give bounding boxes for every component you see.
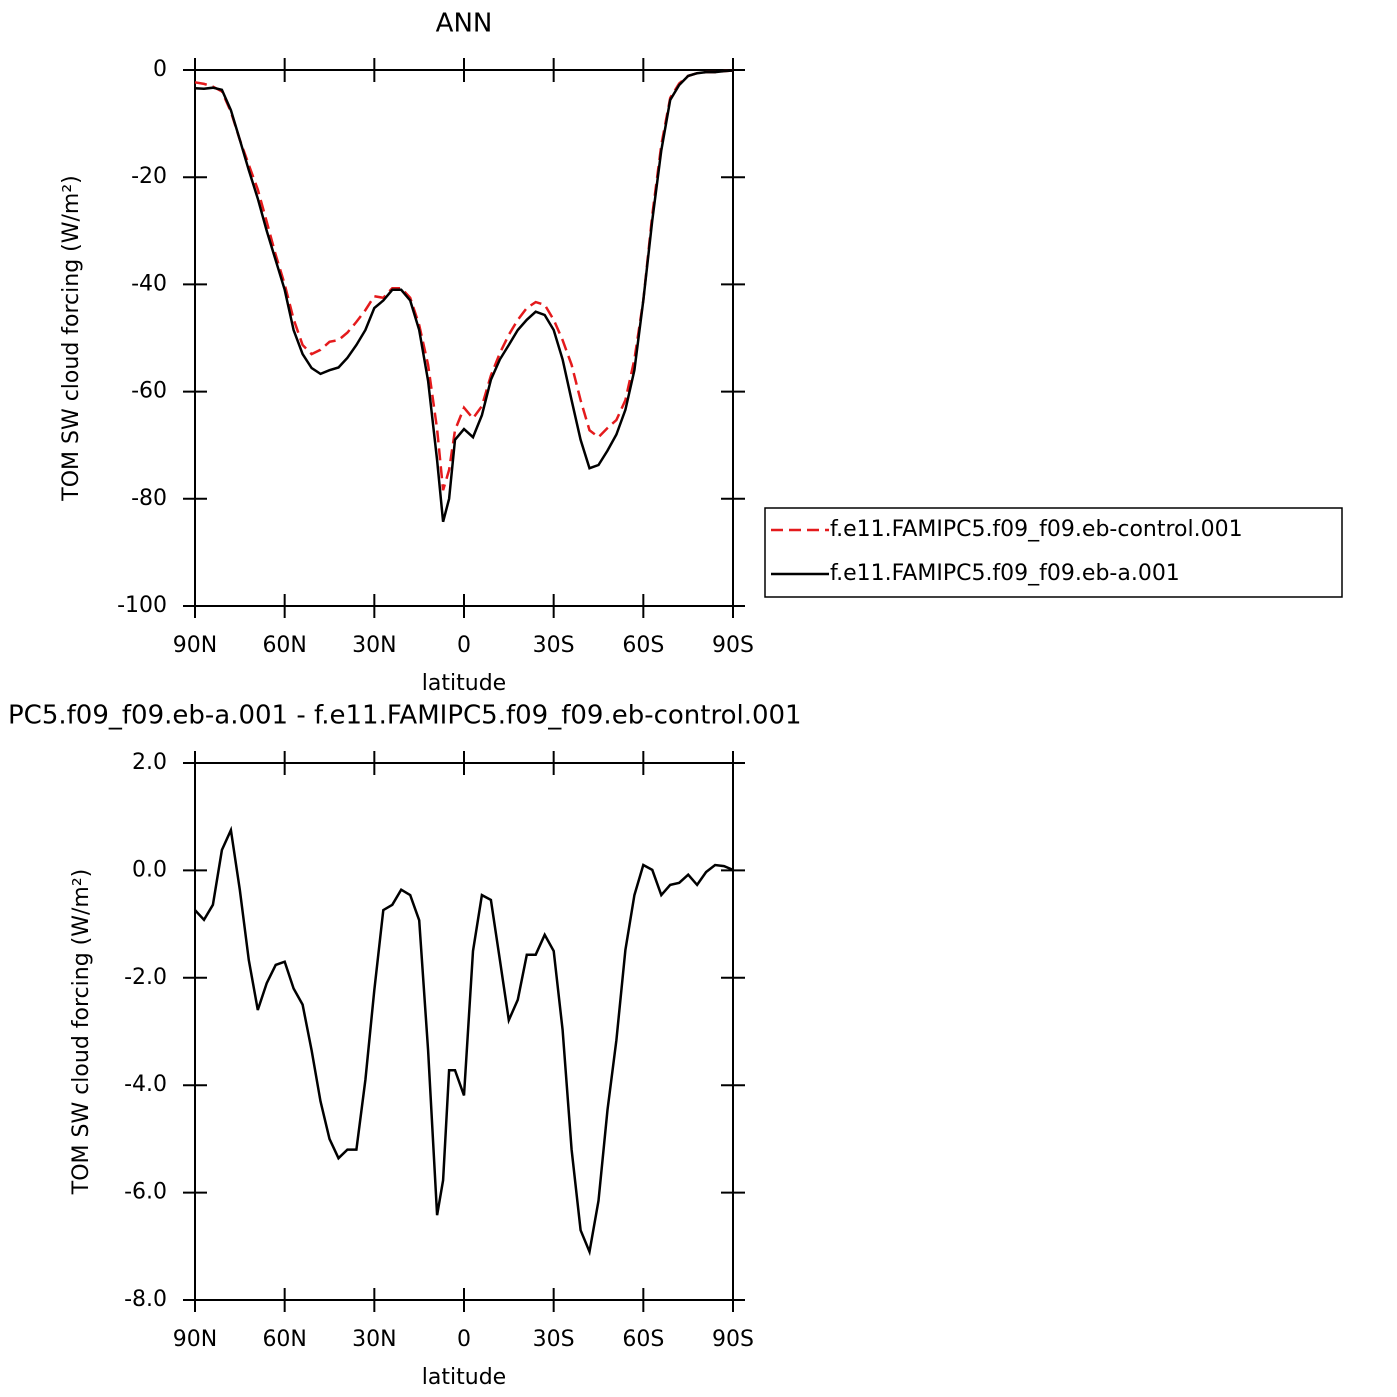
y-axis-label: TOM SW cloud forcing (W/m²) (59, 175, 84, 501)
x-tick-label: 90S (712, 1327, 754, 1352)
data-line (194, 69, 734, 523)
x-tick-label: 30S (533, 633, 575, 658)
y-tick-label: 0 (153, 57, 167, 82)
legend-box (764, 507, 1343, 598)
y-tick-label: -20 (131, 164, 167, 189)
x-tick-label: 90N (173, 1327, 217, 1352)
x-tick-label: 60S (622, 633, 664, 658)
y-tick-label: -8.0 (124, 1287, 167, 1312)
legend-label: f.e11.FAMIPC5.f09_f09.eb-a.001 (830, 561, 1180, 586)
chart-title: PC5.f09_f09.eb-a.001 - f.e11.FAMIPC5.f09… (8, 701, 802, 731)
y-tick-label: -2.0 (124, 965, 167, 990)
legend-label: f.e11.FAMIPC5.f09_f09.eb-control.001 (830, 517, 1243, 542)
x-axis-label: latitude (422, 1365, 506, 1390)
x-tick-label: 0 (457, 633, 471, 658)
x-tick-label: 30N (352, 1327, 396, 1352)
x-tick-label: 90N (173, 633, 217, 658)
x-axis-label: latitude (422, 671, 506, 696)
y-tick-label: -4.0 (124, 1072, 167, 1097)
x-tick-label: 60N (262, 633, 306, 658)
plot-frame (194, 762, 734, 1301)
y-axis-label: TOM SW cloud forcing (W/m²) (69, 869, 94, 1195)
y-tick-label: -80 (131, 486, 167, 511)
y-tick-label: 2.0 (132, 750, 167, 775)
data-line (194, 825, 734, 1257)
x-tick-label: 30N (352, 633, 396, 658)
y-tick-label: -60 (131, 379, 167, 404)
y-tick-label: -100 (117, 593, 167, 618)
x-tick-label: 0 (457, 1327, 471, 1352)
chart-title: ANN (436, 9, 493, 39)
y-tick-label: -6.0 (124, 1180, 167, 1205)
plot-frame (194, 69, 734, 607)
y-tick-label: 0.0 (132, 857, 167, 882)
x-tick-label: 90S (712, 633, 754, 658)
y-tick-label: -40 (131, 271, 167, 296)
x-tick-label: 30S (533, 1327, 575, 1352)
x-tick-label: 60S (622, 1327, 664, 1352)
data-line (194, 69, 734, 491)
x-tick-label: 60N (262, 1327, 306, 1352)
